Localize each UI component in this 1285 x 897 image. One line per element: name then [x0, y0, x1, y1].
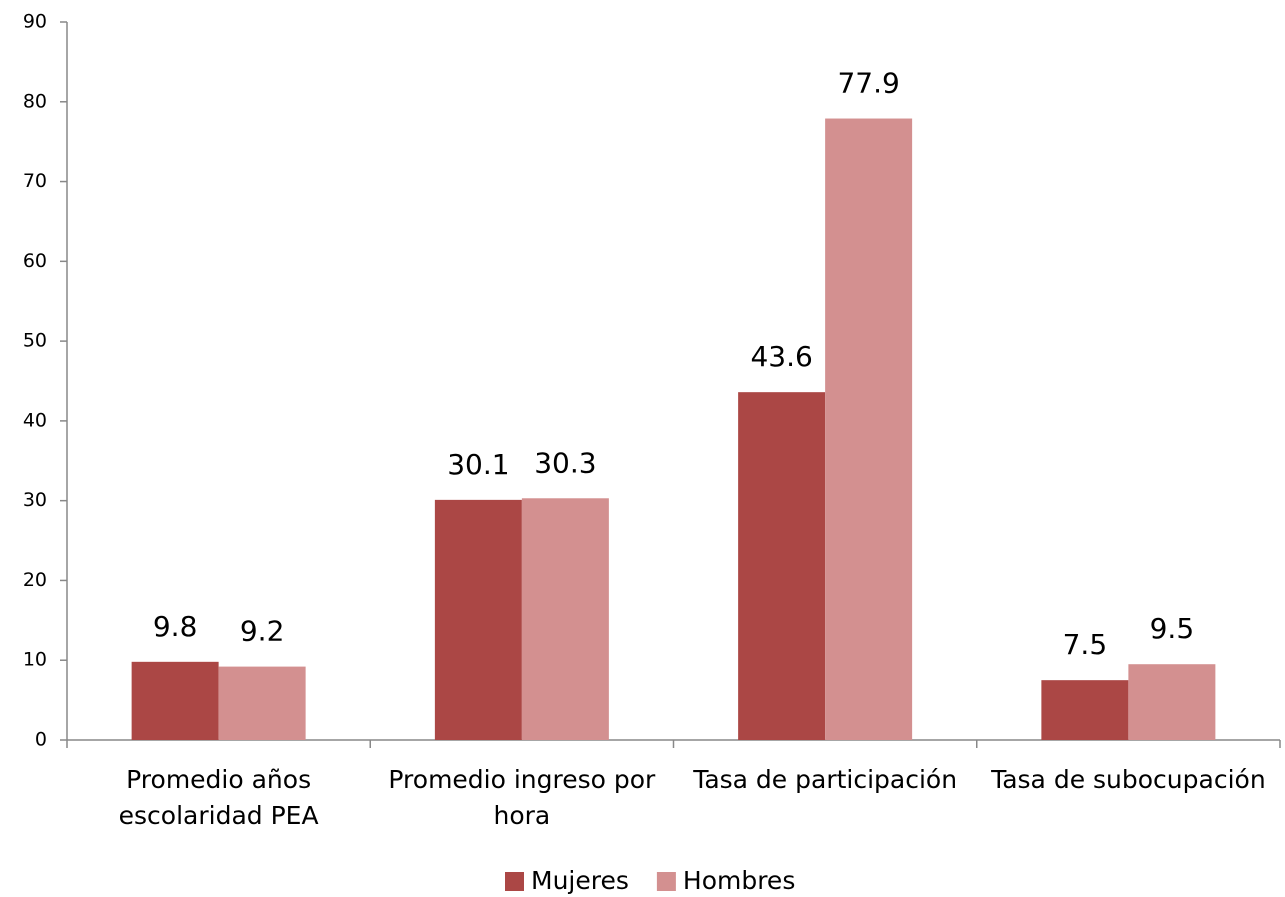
data-label: 30.1 [447, 448, 509, 481]
x-tick-label: Tasa de participación [693, 765, 958, 794]
bar [1041, 680, 1129, 740]
data-label: 30.3 [534, 446, 596, 479]
y-tick-label: 0 [35, 729, 47, 751]
bar [434, 499, 522, 740]
x-tick-label: Tasa de subocupación [991, 765, 1266, 794]
bar [131, 661, 219, 740]
legend-label: Mujeres [531, 866, 629, 895]
bar [521, 498, 609, 740]
bar [738, 392, 826, 740]
data-label: 9.5 [1150, 612, 1195, 645]
legend-swatch [505, 872, 524, 891]
y-tick-label: 90 [23, 11, 47, 33]
y-tick-label: 70 [23, 170, 47, 192]
data-label: 9.8 [153, 610, 198, 643]
bar [218, 666, 306, 740]
y-tick-label: 10 [23, 649, 47, 671]
data-label: 7.5 [1063, 628, 1108, 661]
y-tick-label: 80 [23, 90, 47, 112]
legend-label: Hombres [683, 866, 795, 895]
bar [1128, 664, 1216, 740]
data-label: 43.6 [750, 340, 812, 373]
x-tick-label: Promedio ingreso por hora [388, 765, 656, 830]
y-tick-label: 30 [23, 489, 47, 511]
y-tick-label: 40 [23, 409, 47, 431]
data-label: 77.9 [837, 67, 899, 100]
data-label: 9.2 [240, 615, 285, 648]
legend-swatch [656, 872, 676, 891]
y-tick-label: 20 [23, 569, 47, 591]
y-tick-label: 50 [23, 330, 47, 352]
y-tick-label: 60 [23, 250, 47, 272]
x-tick-label: Promedio años escolaridad PEA [118, 765, 319, 830]
bar [825, 118, 913, 740]
